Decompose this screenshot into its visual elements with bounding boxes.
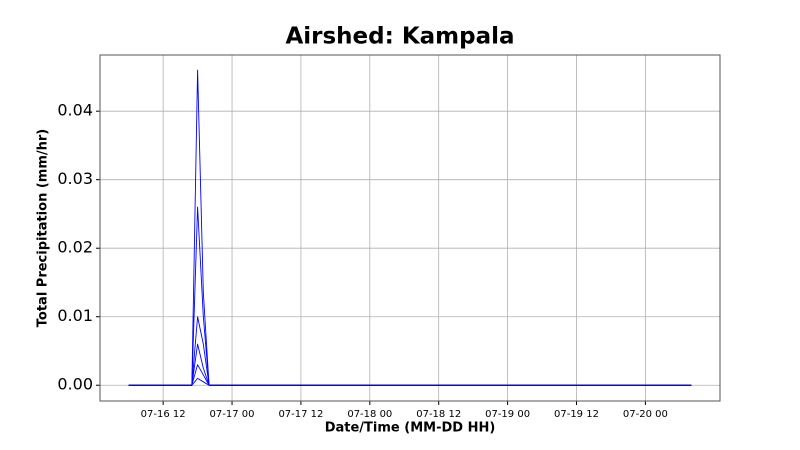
x-tick-label: 07-18 12 (416, 409, 461, 420)
y-tick-label: 0.04 (57, 101, 93, 120)
y-tick-label: 0.00 (57, 375, 93, 394)
y-tick-label: 0.02 (57, 238, 93, 257)
x-tick-label: 07-17 12 (278, 409, 323, 420)
x-tick-label: 07-17 00 (210, 409, 255, 420)
x-tick-label: 07-18 00 (347, 409, 392, 420)
y-tick-label: 0.01 (57, 306, 93, 325)
series-line (128, 343, 692, 386)
x-tick-label: 07-19 00 (485, 409, 530, 420)
series-line (128, 69, 692, 386)
series-line (128, 377, 692, 386)
y-axis-label: Total Precipitation (mm/hr) (36, 129, 51, 327)
series-line (128, 206, 692, 386)
y-tick-label: 0.03 (57, 169, 93, 188)
series-line (128, 316, 692, 386)
series-line (128, 364, 692, 386)
x-tick-label: 07-16 12 (141, 409, 186, 420)
x-axis-label: Date/Time (MM-DD HH) (325, 421, 496, 436)
x-tick-label: 07-20 00 (623, 409, 668, 420)
x-tick-label: 07-19 12 (554, 409, 599, 420)
plot-frame (99, 54, 721, 402)
chart-title: Airshed: Kampala (285, 24, 514, 50)
